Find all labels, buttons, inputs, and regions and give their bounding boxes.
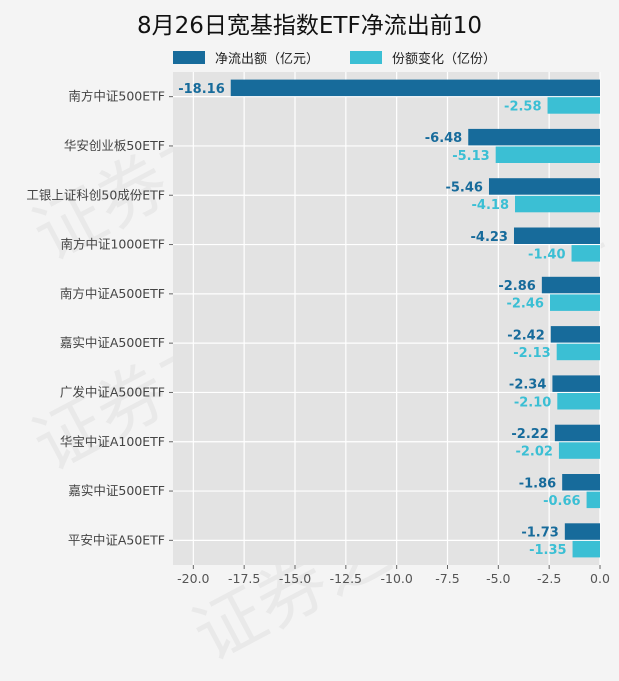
category-label: 平安中证A50ETF — [68, 532, 165, 547]
data-label: -4.23 — [471, 230, 508, 245]
x-tick-label: 0.0 — [590, 571, 610, 586]
bar-net-outflow — [550, 326, 600, 343]
data-label: -1.40 — [528, 247, 565, 262]
legend-item-share-change: 份额变化（亿份） — [350, 48, 497, 67]
bar-net-outflow — [564, 523, 600, 540]
category-label: 南方中证1000ETF — [60, 237, 165, 252]
x-tick-label: -5.0 — [486, 571, 510, 586]
data-label: -1.35 — [529, 543, 566, 558]
category-label: 华宝中证A100ETF — [60, 434, 165, 449]
category-label: 嘉实中证A500ETF — [60, 335, 165, 350]
data-label: -2.02 — [515, 445, 552, 460]
bar-share-change — [515, 195, 600, 213]
bar-share-change — [549, 294, 600, 311]
x-tick-label: -12.5 — [330, 571, 362, 586]
category-label: 工银上证科创50成份ETF — [26, 187, 165, 202]
data-label: -2.13 — [513, 346, 550, 361]
data-label: -2.22 — [511, 427, 548, 442]
bar-net-outflow — [488, 178, 600, 195]
x-tick-label: -15.0 — [279, 571, 311, 586]
data-label: -2.58 — [504, 99, 541, 114]
legend-swatch-share-change — [350, 50, 382, 64]
data-label: -2.86 — [498, 279, 535, 294]
bar-net-outflow — [230, 79, 600, 97]
legend-item-net-outflow: 净流出额（亿元） — [173, 48, 320, 67]
data-label: -6.48 — [425, 131, 462, 146]
data-label: -2.34 — [509, 378, 546, 393]
category-label: 南方中证500ETF — [68, 89, 165, 104]
bar-net-outflow — [541, 276, 600, 294]
data-label: -0.66 — [543, 494, 580, 509]
category-label: 广发中证A500ETF — [60, 384, 165, 399]
x-tick-label: -17.5 — [228, 571, 260, 586]
bar-share-change — [571, 245, 600, 262]
bar-net-outflow — [562, 474, 600, 491]
data-label: -2.42 — [507, 328, 544, 343]
bar-share-change — [556, 343, 600, 361]
legend-swatch-net-outflow — [173, 50, 205, 64]
data-label: -1.86 — [519, 476, 556, 491]
x-tick-label: -10.0 — [380, 571, 412, 586]
legend-label-net-outflow: 净流出额（亿元） — [215, 51, 320, 67]
data-label: -4.18 — [472, 198, 509, 213]
bar-net-outflow — [552, 375, 600, 392]
data-label: -5.13 — [452, 149, 489, 164]
bar-net-outflow — [554, 424, 600, 442]
legend-label-share-change: 份额变化（亿份） — [392, 51, 497, 67]
chart-title: 8月26日宽基指数ETF净流出前10 — [137, 13, 482, 39]
bar-share-change — [557, 393, 600, 410]
bar-share-change — [572, 540, 600, 558]
category-label: 嘉实中证500ETF — [68, 483, 165, 498]
chart-plot: 南方中证500ETF 华安创业板50ETF 工银上证科创50成份ETF 南方中证100… — [26, 72, 610, 586]
data-label: -1.73 — [521, 526, 558, 541]
bar-share-change — [558, 442, 600, 459]
x-tick-label: -7.5 — [435, 571, 459, 586]
data-label: -5.46 — [445, 180, 482, 195]
bar-share-change — [586, 491, 600, 509]
category-label: 华安创业板50ETF — [64, 138, 165, 153]
bar-net-outflow — [468, 128, 600, 146]
bar-share-change — [495, 146, 600, 163]
data-label: -18.16 — [178, 82, 225, 97]
bar-share-change — [547, 97, 600, 114]
data-label: -2.10 — [514, 395, 551, 410]
x-tick-label: -2.5 — [537, 571, 561, 586]
x-tick-label: -20.0 — [177, 571, 209, 586]
bar-net-outflow — [513, 227, 600, 244]
data-label: -2.46 — [506, 297, 543, 312]
category-label: 南方中证A500ETF — [60, 286, 165, 301]
